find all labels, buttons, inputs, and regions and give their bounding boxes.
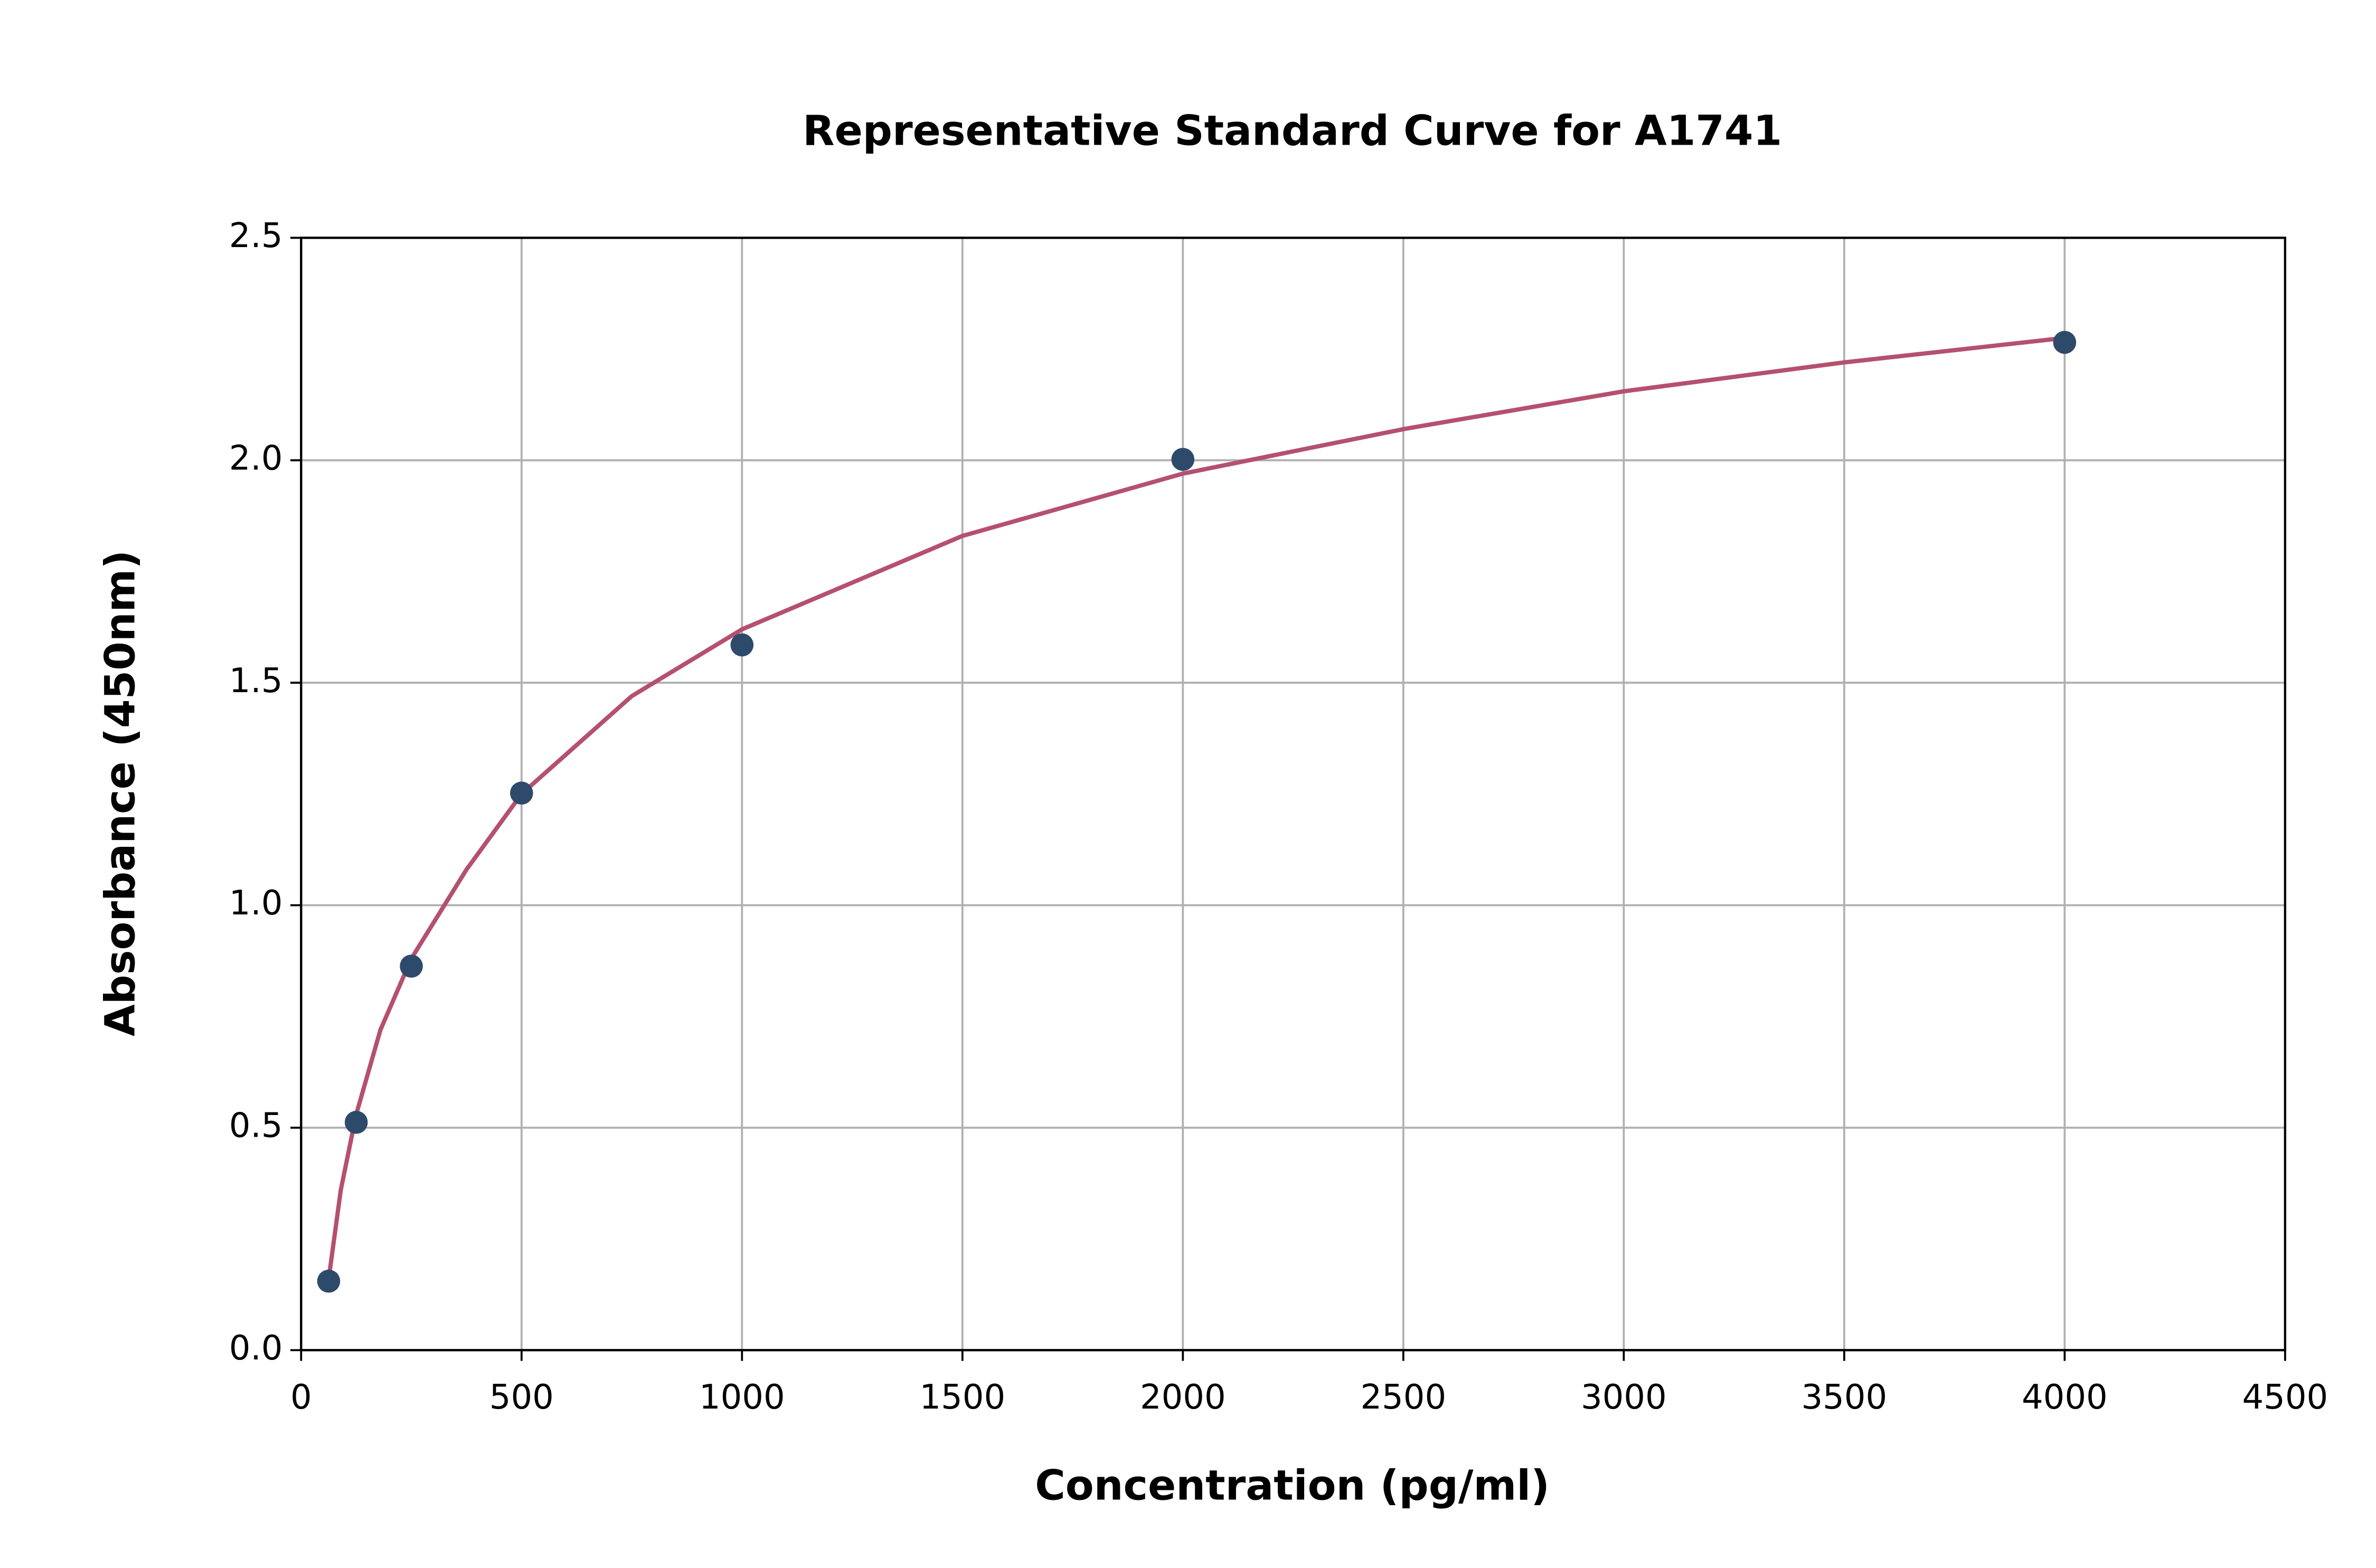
x-tick-label: 1000 <box>699 1378 785 1417</box>
data-point <box>1171 448 1195 471</box>
y-tick-label: 1.0 <box>229 884 283 923</box>
y-tick-label: 0.5 <box>229 1107 283 1146</box>
data-point <box>400 955 423 978</box>
data-point <box>317 1269 341 1293</box>
x-tick-label: 3500 <box>1801 1378 1887 1417</box>
data-point <box>730 633 754 657</box>
fit-curve <box>326 336 2065 1280</box>
y-tick-label: 2.0 <box>229 439 283 478</box>
x-tick-label: 4000 <box>2022 1378 2108 1417</box>
data-point <box>510 781 533 805</box>
x-tick-label: 1500 <box>919 1378 1005 1417</box>
x-tick-label: 500 <box>489 1378 554 1417</box>
y-axis-label: Absorbance (450nm) <box>96 550 145 1036</box>
data-point <box>344 1111 368 1134</box>
y-tick-label: 2.5 <box>229 216 283 256</box>
y-tick-label: 0.0 <box>229 1329 283 1368</box>
data-point <box>2053 330 2077 354</box>
x-tick-label: 3000 <box>1581 1378 1667 1417</box>
x-tick-label: 4500 <box>2242 1378 2328 1417</box>
y-tick-label: 1.5 <box>229 662 283 701</box>
x-tick-label: 0 <box>290 1378 312 1417</box>
plot-frame <box>300 237 2287 1352</box>
chart-title: Representative Standard Curve for A1741 <box>803 106 1782 155</box>
x-axis-label: Concentration (pg/ml) <box>1035 1461 1550 1509</box>
x-tick-label: 2000 <box>1140 1378 1226 1417</box>
x-tick-label: 2500 <box>1360 1378 1446 1417</box>
